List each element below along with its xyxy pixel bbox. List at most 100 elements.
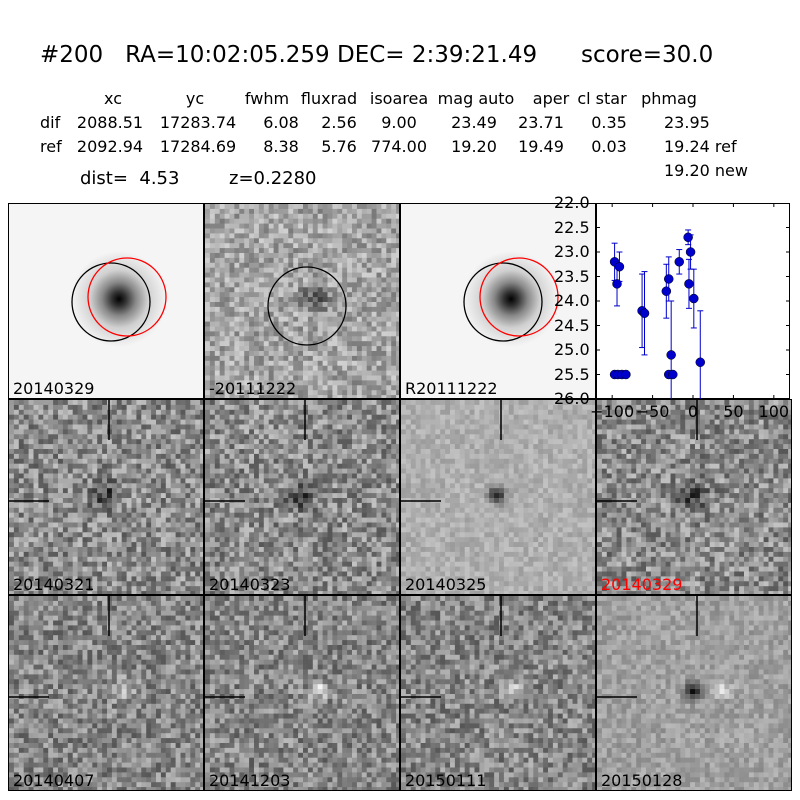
x-tick-label: 0 bbox=[687, 402, 699, 421]
table-cell: 2092.94 bbox=[76, 137, 144, 156]
x-tick-label: 100 bbox=[758, 402, 790, 421]
image-cutout-4: 20140321 bbox=[8, 399, 204, 595]
cutout-date-label: 20140321 bbox=[13, 575, 95, 594]
redshift-value: z=0.2280 bbox=[229, 168, 317, 189]
cutout-image bbox=[597, 400, 791, 594]
image-cutout-5: 20140323 bbox=[204, 399, 400, 595]
table-cell: 9.00 bbox=[381, 113, 417, 132]
cutout-date-label: R20111222 bbox=[405, 379, 498, 398]
x-tick-label: −50 bbox=[635, 402, 670, 421]
cutout-image bbox=[205, 596, 399, 790]
cutout-date-label: 20140325 bbox=[405, 575, 487, 594]
data-point bbox=[674, 257, 685, 267]
y-tick-label: 23.5 bbox=[554, 266, 590, 286]
y-tick-label: 22.0 bbox=[554, 193, 590, 212]
page-title: #200 RA=10:02:05.259 DEC= 2:39:21.49 sco… bbox=[40, 42, 714, 68]
aperture-circle-ref bbox=[463, 262, 543, 342]
data-point bbox=[683, 232, 693, 243]
image-cutout-8: 20140407 bbox=[8, 595, 204, 791]
image-cutout-10: 20150111 bbox=[400, 595, 596, 791]
cutout-date-label: 20140407 bbox=[13, 771, 95, 790]
table-cell: 23.95 bbox=[664, 113, 710, 132]
table-header: yc bbox=[185, 89, 205, 108]
cutout-date-label: -20111222 bbox=[209, 379, 297, 398]
data-point bbox=[621, 369, 631, 380]
cutout-image bbox=[9, 596, 203, 790]
table-cell: 0.35 bbox=[591, 113, 627, 132]
table-header: fluxrad bbox=[300, 89, 358, 108]
table-cell: 6.08 bbox=[263, 113, 299, 132]
y-tick-label: 25.5 bbox=[554, 364, 590, 384]
table-header: mag auto bbox=[437, 89, 515, 108]
table-cell: 8.38 bbox=[263, 137, 299, 156]
cutout-image bbox=[597, 596, 791, 790]
table-cell: 774.00 bbox=[371, 137, 427, 156]
cutout-date-label: 20150111 bbox=[405, 771, 487, 790]
image-cutout-2: -20111222 bbox=[204, 203, 400, 399]
image-cutout-7: 20140329 bbox=[596, 399, 792, 595]
y-tick-label: 22.5 bbox=[554, 217, 590, 237]
data-point bbox=[684, 279, 694, 289]
aperture-circle-new bbox=[87, 257, 167, 337]
cutout-image bbox=[205, 400, 399, 594]
table-cell: 19.20 bbox=[451, 137, 497, 156]
image-cutout-1: 20140329 bbox=[8, 203, 204, 399]
table-cell: 19.49 bbox=[518, 137, 564, 156]
y-tick-label: 25.0 bbox=[554, 340, 590, 359]
cutout-date-label: 20140329 bbox=[13, 379, 95, 398]
x-tick-label: −100 bbox=[590, 402, 635, 421]
y-tick-label: 26.0 bbox=[554, 389, 590, 408]
table-cell: 19.24 ref bbox=[664, 137, 737, 156]
dist-value: dist= 4.53 bbox=[80, 168, 180, 189]
table-cell: 2.56 bbox=[321, 113, 357, 132]
cutout-image bbox=[205, 204, 399, 398]
data-point bbox=[695, 357, 706, 367]
table-row-label: ref bbox=[40, 137, 62, 156]
cutout-image bbox=[401, 596, 595, 790]
table-header: aper bbox=[532, 89, 570, 108]
y-tick-label: 24.0 bbox=[554, 291, 590, 310]
image-cutout-9: 20141203 bbox=[204, 595, 400, 791]
cutout-image bbox=[401, 204, 595, 398]
lightcurve-svg bbox=[596, 202, 790, 415]
table-header: phmag bbox=[641, 89, 697, 108]
table-cell: 17283.74 bbox=[159, 113, 237, 132]
data-point bbox=[612, 279, 622, 289]
data-point bbox=[639, 308, 650, 318]
aperture-circle-ref bbox=[267, 266, 347, 346]
table-cell: 17284.69 bbox=[159, 137, 237, 156]
table-header: cl star bbox=[577, 89, 627, 108]
table-cell: 0.03 bbox=[591, 137, 627, 156]
data-point bbox=[685, 247, 696, 257]
table-cell: 19.20 new bbox=[664, 161, 748, 180]
aperture-circle-ref bbox=[71, 262, 151, 342]
table-header: isoarea bbox=[369, 89, 429, 108]
data-point bbox=[661, 286, 672, 296]
cutout-image bbox=[401, 400, 595, 594]
table-cell: 23.49 bbox=[451, 113, 497, 132]
cutout-date-label: 20140329 bbox=[601, 575, 683, 594]
y-tick-label: 24.5 bbox=[554, 315, 590, 335]
image-cutout-11: 20150128 bbox=[596, 595, 792, 791]
aperture-circle-new bbox=[479, 257, 559, 337]
data-point bbox=[614, 261, 625, 272]
table-row-label: dif bbox=[40, 113, 61, 132]
table-header: fwhm bbox=[244, 89, 290, 108]
data-point bbox=[668, 369, 678, 380]
y-tick-label: 23.0 bbox=[554, 242, 590, 261]
data-point bbox=[664, 274, 674, 284]
cutout-image bbox=[9, 400, 203, 594]
lightcurve-chart bbox=[596, 202, 790, 415]
table-header: xc bbox=[104, 89, 122, 108]
image-cutout-3: R20111222 bbox=[400, 203, 596, 399]
data-point bbox=[666, 350, 676, 360]
data-point bbox=[689, 293, 699, 304]
cutout-image bbox=[9, 204, 203, 398]
table-cell: 5.76 bbox=[321, 137, 357, 156]
table-cell: 23.71 bbox=[518, 113, 564, 132]
x-tick-label: 50 bbox=[723, 402, 744, 421]
cutout-date-label: 20150128 bbox=[601, 771, 683, 790]
image-cutout-6: 20140325 bbox=[400, 399, 596, 595]
cutout-date-label: 20141203 bbox=[209, 771, 291, 790]
cutout-date-label: 20140323 bbox=[209, 575, 291, 594]
